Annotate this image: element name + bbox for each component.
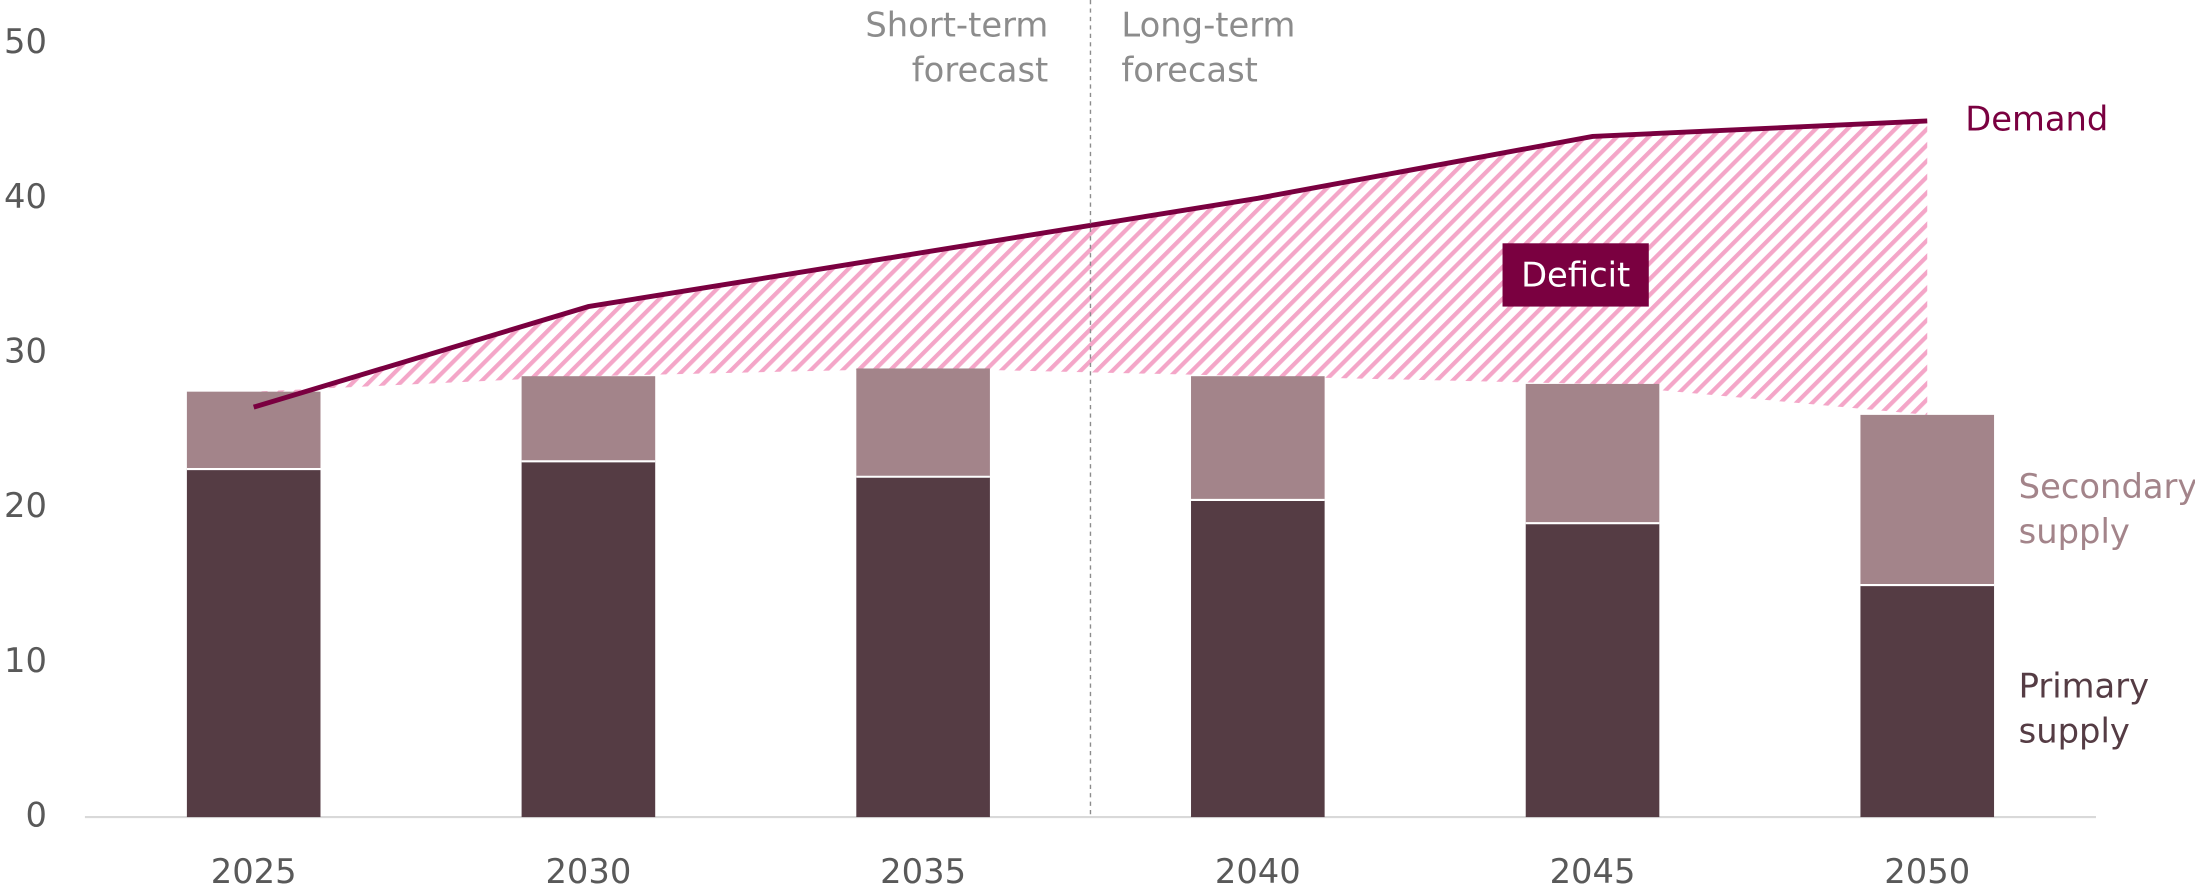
x-tick-label: 2050 [1884, 852, 1970, 886]
y-tick-label: 40 [4, 177, 47, 216]
bar-secondary [186, 391, 321, 470]
x-tick-label: 2040 [1215, 852, 1301, 886]
y-tick-label: 20 [4, 486, 47, 525]
annotation-short-term: Short-term forecast [865, 5, 1048, 89]
bar-secondary [1191, 376, 1325, 500]
x-tick-label: 2025 [211, 852, 297, 886]
demand-line [252, 118, 1928, 410]
deficit-label: Deficit [1521, 256, 1630, 295]
bar-secondary [521, 376, 656, 462]
y-tick-label: 30 [4, 331, 47, 370]
bar-primary [1860, 585, 1995, 818]
bar-secondary [856, 368, 990, 477]
bar-primary [186, 469, 321, 818]
x-tick-label: 2030 [545, 852, 631, 886]
bar-primary [1525, 523, 1660, 818]
legend-demand: Demand [1965, 99, 2108, 138]
legend-primary: Primary supply [2019, 666, 2149, 750]
y-tick-label: 0 [25, 796, 46, 835]
bar-primary [1191, 499, 1325, 818]
x-tick-label: 2035 [880, 852, 966, 886]
y-tick-label: 10 [4, 641, 47, 680]
deficit-area [253, 120, 1928, 415]
x-tick-label: 2045 [1550, 852, 1636, 886]
bar-secondary [1860, 414, 1995, 586]
bar-primary [521, 461, 656, 818]
bar-primary [856, 476, 990, 818]
y-tick-label: 50 [4, 22, 47, 61]
bar-secondary [1525, 383, 1660, 524]
deficit-label-box [1502, 243, 1649, 307]
annotation-long-term: Long-term forecast [1121, 5, 1295, 89]
legend-secondary: Secondary supply [2019, 467, 2195, 551]
